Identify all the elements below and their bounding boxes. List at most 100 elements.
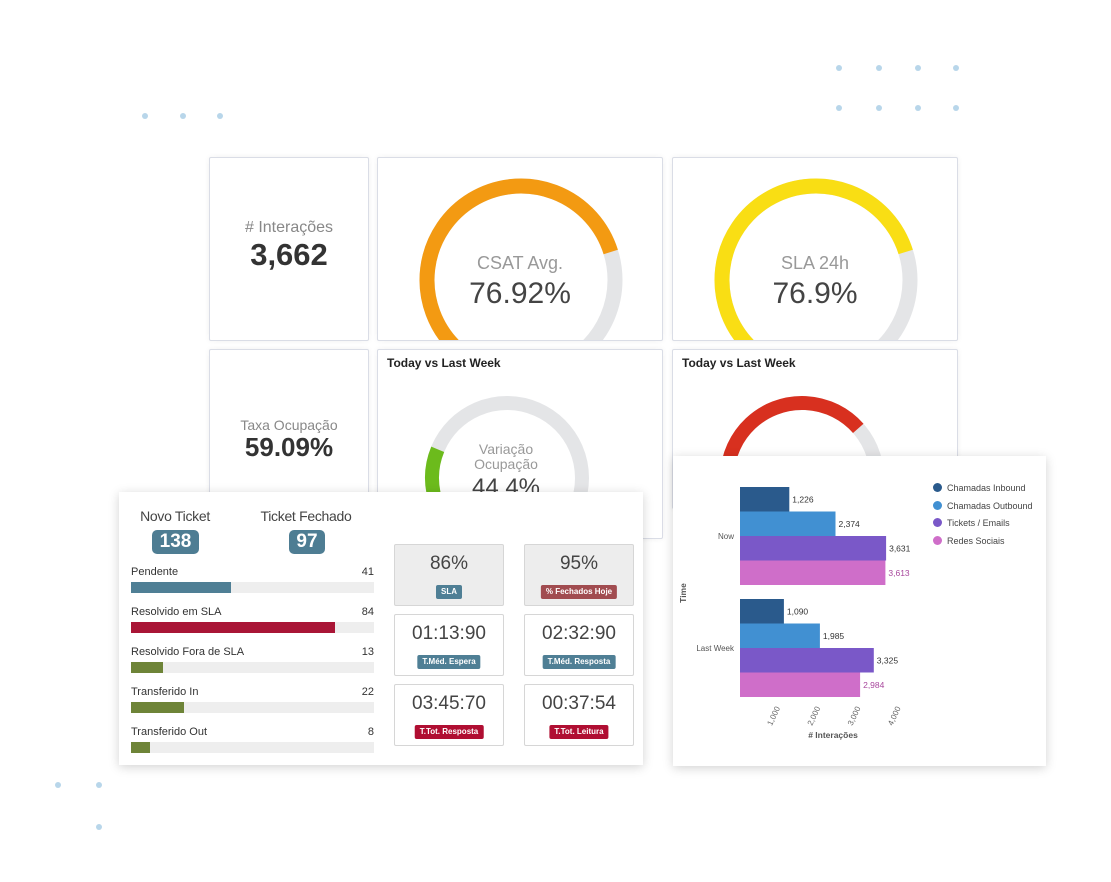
bar-value-label: 1,090 — [787, 606, 809, 616]
decor-dot — [96, 824, 102, 830]
legend-label: Redes Sociais — [947, 535, 1005, 546]
interactions-label: # Interações — [244, 219, 334, 236]
chart-bar — [740, 648, 874, 673]
ticket-status-fill — [131, 742, 151, 753]
legend-item: Chamadas Inbound — [933, 483, 1026, 495]
chart-bar — [740, 623, 820, 648]
csat-gauge-panel: CSAT Avg. 76.92% — [377, 157, 663, 341]
decor-dot — [217, 113, 223, 119]
decor-dot — [953, 105, 959, 111]
decor-dot — [836, 65, 842, 71]
ticket-status-track — [131, 582, 374, 593]
ticket-status-fill — [131, 582, 231, 593]
legend-item: Redes Sociais — [933, 535, 1005, 548]
stat-value: 00:37:54 — [542, 693, 616, 714]
ticket-status-row: Resolvido Fora de SLA 13 — [131, 646, 374, 680]
sla-label: SLA 24h — [780, 253, 850, 273]
bar-value-label: 2,374 — [839, 519, 861, 529]
ticket-status-label: Resolvido em SLA — [131, 606, 222, 618]
sla-gauge — [714, 178, 918, 340]
category-label: Last Week — [696, 644, 735, 653]
x-tick-label: 2,000 — [806, 705, 823, 727]
ticket-status-count: 8 — [367, 726, 374, 738]
decor-dot — [96, 782, 102, 788]
stat-value: 02:32:90 — [542, 623, 616, 644]
chart-bar — [740, 536, 887, 561]
legend-label: Chamadas Inbound — [947, 483, 1026, 493]
decor-dot — [915, 65, 921, 71]
ticket-status-fill — [131, 662, 163, 673]
ticket-status-label: Pendente — [131, 566, 179, 578]
legend-swatch — [933, 518, 942, 527]
decor-dot — [180, 113, 186, 119]
stat-badge: T.Méd. Resposta — [542, 655, 616, 669]
tickets-card: Novo Ticket 138 Ticket Fechado 97 Penden… — [119, 492, 643, 765]
bar-value-label: 1,985 — [823, 631, 845, 641]
chart-bar — [740, 487, 790, 512]
ticket-status-track — [131, 742, 374, 753]
ticket-status-label: Transferido In — [131, 686, 199, 698]
ticket-status-row: Transferido In 22 — [131, 686, 374, 720]
legend-swatch — [933, 535, 942, 545]
stat-value: 03:45:70 — [412, 693, 486, 714]
stat-badge: T.Tot. Resposta — [414, 725, 484, 739]
y-axis-label: Time — [678, 583, 688, 603]
stat-value: 01:13:90 — [412, 623, 486, 644]
ticket-status-count: 41 — [361, 566, 374, 578]
stat-box: 03:45:70 T.Tot. Resposta — [394, 684, 504, 746]
ticket-status-track — [131, 702, 374, 713]
stat-value: 95% — [559, 553, 599, 574]
occupancy-label: Taxa Ocupação — [240, 417, 338, 433]
ticket-status-track — [131, 662, 374, 673]
interactions-panel: # Interações 3,662 — [209, 157, 369, 341]
sla-gauge-panel: SLA 24h 76.9% — [672, 157, 958, 341]
closed-ticket-label: Ticket Fechado — [260, 508, 352, 524]
bar-value-label: 3,631 — [889, 543, 911, 553]
stat-badge: SLA — [436, 585, 462, 599]
ticket-status-fill — [131, 702, 185, 713]
bar-value-label: 2,984 — [863, 680, 885, 690]
chart-bar — [740, 672, 861, 697]
legend-label: Tickets / Emails — [947, 518, 1010, 528]
panel-title: Today vs Last Week — [682, 356, 796, 370]
gauge-fill — [714, 178, 913, 340]
stat-badge: T.Tot. Leitura — [549, 725, 609, 739]
x-tick-label: 4,000 — [886, 705, 903, 727]
chart-bar — [740, 599, 784, 624]
legend-swatch — [933, 500, 942, 510]
decor-dot — [953, 65, 959, 71]
variation-label-line2: Ocupação — [474, 456, 538, 472]
new-ticket-count: 138 — [152, 530, 199, 554]
stat-box: 95% % Fechados Hoje — [524, 544, 634, 606]
csat-label: CSAT Avg. — [476, 253, 564, 273]
stat-badge: T.Méd. Espera — [417, 655, 481, 669]
ticket-status-row: Transferido Out 8 — [131, 726, 374, 760]
panel-title: Today vs Last Week — [387, 356, 501, 370]
stat-badge: % Fechados Hoje — [540, 585, 618, 599]
legend-label: Chamadas Outbound — [947, 500, 1033, 511]
decor-dot — [915, 105, 921, 111]
bar-value-label: 3,325 — [877, 655, 899, 665]
ticket-status-fill — [131, 622, 336, 633]
stat-box: 02:32:90 T.Méd. Resposta — [524, 614, 634, 676]
occupancy-panel: Taxa Ocupação 59.09% — [209, 349, 369, 509]
stat-box: 01:13:90 T.Méd. Espera — [394, 614, 504, 676]
csat-value: 76.92% — [469, 277, 571, 310]
x-axis-label: # Interações — [808, 730, 858, 740]
ticket-status-row: Pendente 41 — [131, 566, 374, 600]
legend-item: Tickets / Emails — [933, 518, 1010, 530]
stat-box: 00:37:54 T.Tot. Leitura — [524, 684, 634, 746]
occupancy-value: 59.09% — [244, 432, 334, 462]
interactions-chart-card: 1,226 2,374 3,631 3,613 Now 1,090 1,985 3,325 2,… — [673, 456, 1046, 766]
interactions-value: 3,662 — [250, 237, 328, 272]
bar-value-label: 3,613 — [888, 568, 910, 578]
stat-value: 86% — [429, 553, 469, 574]
legend-item: Chamadas Outbound — [933, 500, 1033, 513]
stat-box: 86% SLA — [394, 544, 504, 606]
csat-gauge — [419, 178, 623, 340]
ticket-status-count: 13 — [361, 646, 374, 658]
x-tick-label: 1,000 — [765, 705, 782, 727]
closed-ticket-count: 97 — [289, 530, 325, 554]
decor-dot — [836, 105, 842, 111]
decor-dot — [55, 782, 61, 788]
